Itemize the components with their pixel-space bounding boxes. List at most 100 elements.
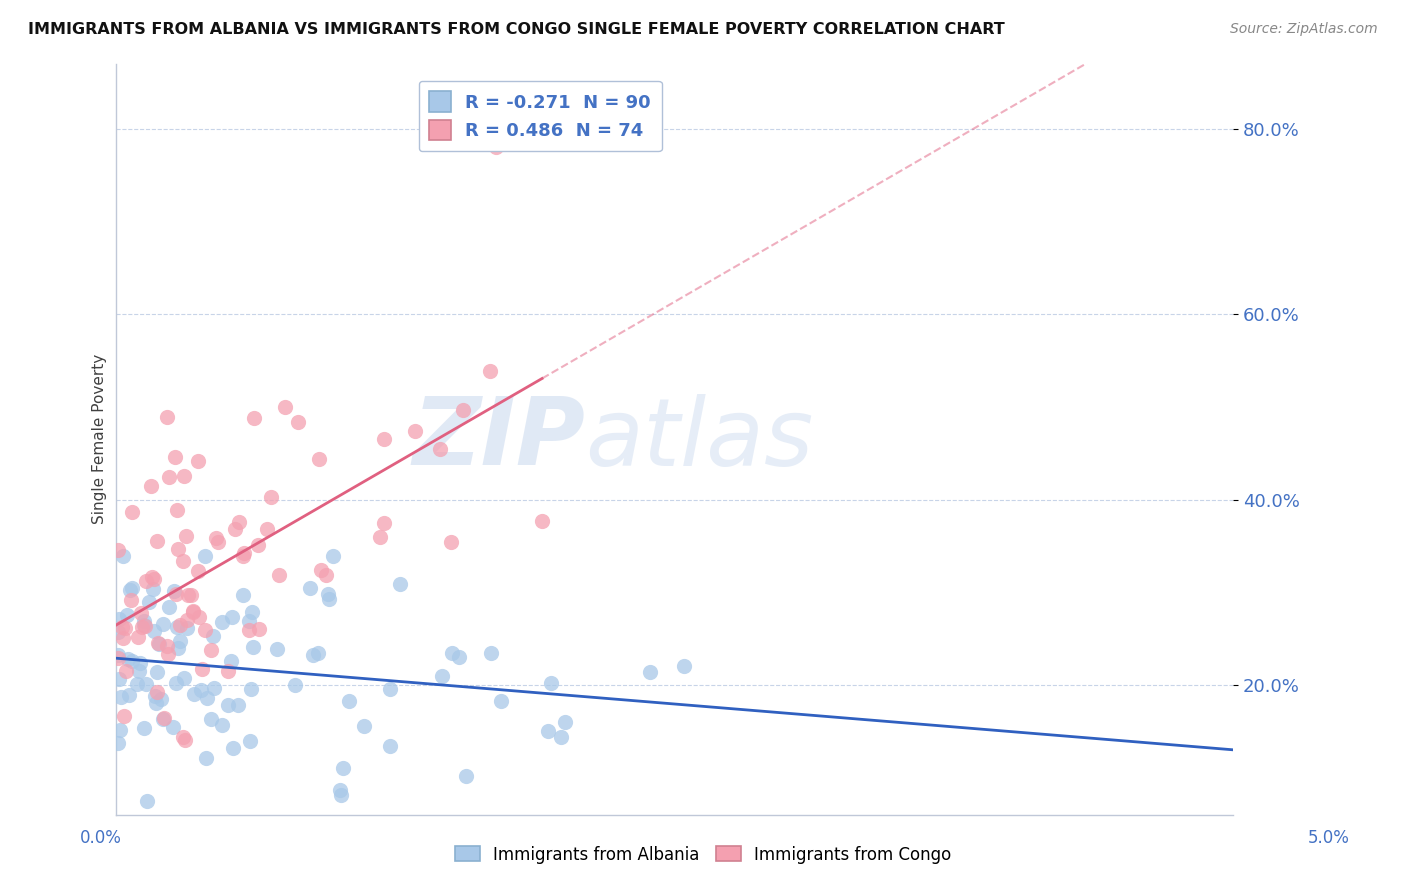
Point — [240, 605, 263, 619]
Point — [307, 646, 329, 660]
Point — [190, 682, 212, 697]
Point — [142, 573, 165, 587]
Point — [238, 614, 260, 628]
Point — [163, 584, 186, 599]
Point — [131, 620, 153, 634]
Point — [165, 587, 187, 601]
Point — [129, 606, 152, 620]
Point — [176, 621, 198, 635]
Point — [107, 736, 129, 750]
Point — [183, 605, 205, 619]
Point — [141, 570, 163, 584]
Point — [118, 582, 141, 597]
Point — [181, 604, 204, 618]
Point — [172, 554, 194, 568]
Point — [134, 619, 156, 633]
Point — [138, 595, 160, 609]
Point — [266, 642, 288, 657]
Point — [194, 549, 217, 564]
Point — [121, 504, 143, 518]
Point — [440, 535, 463, 549]
Point — [120, 592, 142, 607]
Point — [145, 696, 167, 710]
Point — [173, 469, 195, 483]
Point — [308, 451, 330, 466]
Point — [330, 788, 353, 802]
Point — [217, 665, 239, 679]
Point — [673, 658, 696, 673]
Point — [247, 622, 270, 636]
Point — [260, 490, 283, 504]
Text: 5.0%: 5.0% — [1308, 829, 1350, 847]
Point — [167, 641, 190, 656]
Point — [128, 665, 150, 679]
Point — [256, 522, 278, 536]
Point — [165, 676, 187, 690]
Point — [242, 640, 264, 654]
Point — [183, 688, 205, 702]
Point — [195, 690, 218, 705]
Point — [284, 678, 307, 692]
Point — [440, 646, 463, 660]
Point — [135, 793, 157, 807]
Point — [540, 675, 562, 690]
Point — [238, 624, 260, 638]
Point — [239, 681, 262, 696]
Point — [166, 542, 188, 557]
Point — [132, 618, 155, 632]
Point — [111, 549, 134, 563]
Point — [201, 629, 224, 643]
Point — [174, 529, 197, 543]
Point — [211, 615, 233, 630]
Point — [162, 720, 184, 734]
Point — [489, 694, 512, 708]
Point — [337, 694, 360, 708]
Point — [554, 714, 576, 729]
Point — [322, 549, 344, 563]
Text: Source: ZipAtlas.com: Source: ZipAtlas.com — [1230, 22, 1378, 37]
Point — [139, 479, 162, 493]
Point — [224, 522, 246, 536]
Legend: R = -0.271  N = 90, R = 0.486  N = 74: R = -0.271 N = 90, R = 0.486 N = 74 — [419, 80, 662, 151]
Point — [135, 677, 157, 691]
Point — [447, 649, 470, 664]
Point — [269, 568, 291, 582]
Point — [404, 424, 426, 438]
Point — [135, 574, 157, 588]
Point — [219, 654, 242, 668]
Point — [239, 733, 262, 747]
Point — [353, 719, 375, 733]
Point — [146, 665, 169, 679]
Point — [537, 723, 560, 738]
Point — [142, 582, 165, 596]
Point — [111, 620, 134, 634]
Point — [121, 581, 143, 595]
Point — [370, 530, 392, 544]
Point — [432, 669, 454, 683]
Point — [114, 621, 136, 635]
Point — [169, 633, 191, 648]
Point — [640, 665, 662, 679]
Point — [311, 563, 333, 577]
Y-axis label: Single Female Poverty: Single Female Poverty — [93, 354, 107, 524]
Point — [166, 620, 188, 634]
Point — [217, 698, 239, 713]
Point — [388, 576, 411, 591]
Point — [484, 140, 506, 154]
Point — [318, 591, 340, 606]
Point — [242, 411, 264, 425]
Point — [108, 723, 131, 738]
Point — [172, 730, 194, 744]
Point — [121, 655, 143, 669]
Point — [274, 401, 297, 415]
Point — [107, 543, 129, 558]
Point — [246, 538, 269, 552]
Point — [115, 608, 138, 623]
Point — [169, 618, 191, 632]
Point — [165, 450, 187, 464]
Point — [112, 631, 135, 645]
Point — [146, 534, 169, 549]
Point — [125, 677, 148, 691]
Point — [132, 614, 155, 628]
Point — [299, 581, 322, 595]
